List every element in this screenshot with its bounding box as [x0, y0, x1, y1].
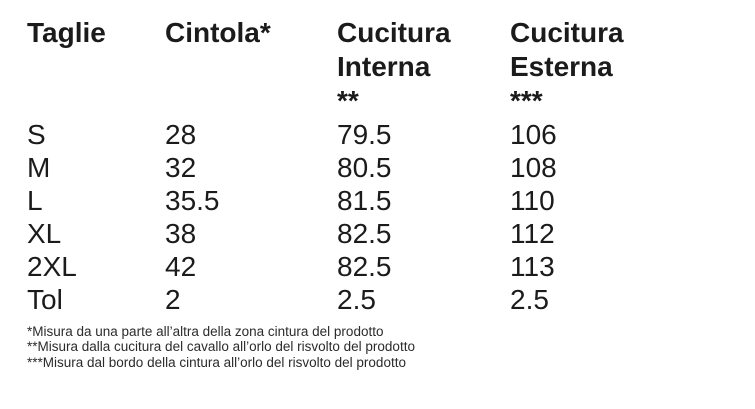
table-row-l: L 35.5 81.5 110	[27, 184, 747, 217]
footnote-cucitura-interna: **Misura dalla cucitura del cavallo all’…	[27, 339, 415, 355]
table-row-m: M 32 80.5 108	[27, 151, 747, 184]
header-line: Cucitura	[337, 17, 451, 48]
cell-cintola: 32	[165, 152, 197, 183]
col-header-cucitura-esterna: Cucitura Esterna ***	[510, 16, 747, 118]
cell-cucitura-esterna: 113	[510, 251, 555, 282]
table-row-tol: Tol 2 2.5 2.5	[27, 283, 747, 316]
cell-cintola: 35.5	[165, 185, 220, 216]
cell-size: Tol	[27, 284, 63, 315]
cell-cucitura-esterna: 2.5	[510, 284, 549, 315]
cell-cucitura-interna: 82.5	[337, 251, 392, 282]
cell-size: S	[27, 119, 46, 150]
cell-cintola: 38	[165, 218, 197, 249]
cell-cucitura-interna: 80.5	[337, 152, 392, 183]
header-line: Cucitura	[510, 17, 624, 48]
table-row-2xl: 2XL 42 82.5 113	[27, 250, 747, 283]
cell-size: XL	[27, 218, 62, 249]
cell-size: L	[27, 185, 43, 216]
cell-cucitura-interna: 81.5	[337, 185, 392, 216]
footnote-cucitura-esterna: ***Misura dal bordo della cintura all’or…	[27, 354, 406, 370]
cell-cintola: 42	[165, 251, 197, 282]
col-header-cucitura-interna: Cucitura Interna **	[337, 16, 510, 118]
cell-cucitura-esterna: 110	[510, 185, 555, 216]
cell-cucitura-interna: 82.5	[337, 218, 392, 249]
header-line: Taglie	[27, 17, 106, 48]
col-header-taglie: Taglie	[27, 16, 165, 118]
cell-cucitura-interna: 79.5	[337, 119, 392, 150]
cell-cucitura-esterna: 108	[510, 152, 557, 183]
footnote-cintola: *Misura da una parte all’altra della zon…	[27, 324, 384, 339]
cell-cucitura-esterna: 112	[510, 218, 555, 249]
header-line: Interna	[337, 51, 431, 82]
cell-cintola: 28	[165, 119, 197, 150]
cell-cucitura-interna: 2.5	[337, 284, 376, 315]
table-row-xl: XL 38 82.5 112	[27, 217, 747, 250]
header-line: Cintola*	[165, 17, 271, 48]
cell-cintola: 2	[165, 284, 181, 315]
table-row-s: S 28 79.5 106	[27, 118, 747, 151]
header-row: Taglie Cintola* Cucitura Interna ** Cuci…	[27, 16, 747, 118]
col-header-cintola: Cintola*	[165, 16, 337, 118]
header-footnote-marker: ***	[510, 85, 543, 116]
cell-size: 2XL	[27, 251, 77, 282]
cell-size: M	[27, 152, 51, 183]
header-footnote-marker: **	[337, 85, 359, 116]
header-line: Esterna	[510, 51, 613, 82]
size-table: Taglie Cintola* Cucitura Interna ** Cuci…	[27, 16, 747, 316]
size-chart: Taglie Cintola* Cucitura Interna ** Cuci…	[27, 16, 755, 370]
cell-cucitura-esterna: 106	[510, 119, 557, 150]
footnotes: *Misura da una parte all’altra della zon…	[27, 324, 755, 370]
